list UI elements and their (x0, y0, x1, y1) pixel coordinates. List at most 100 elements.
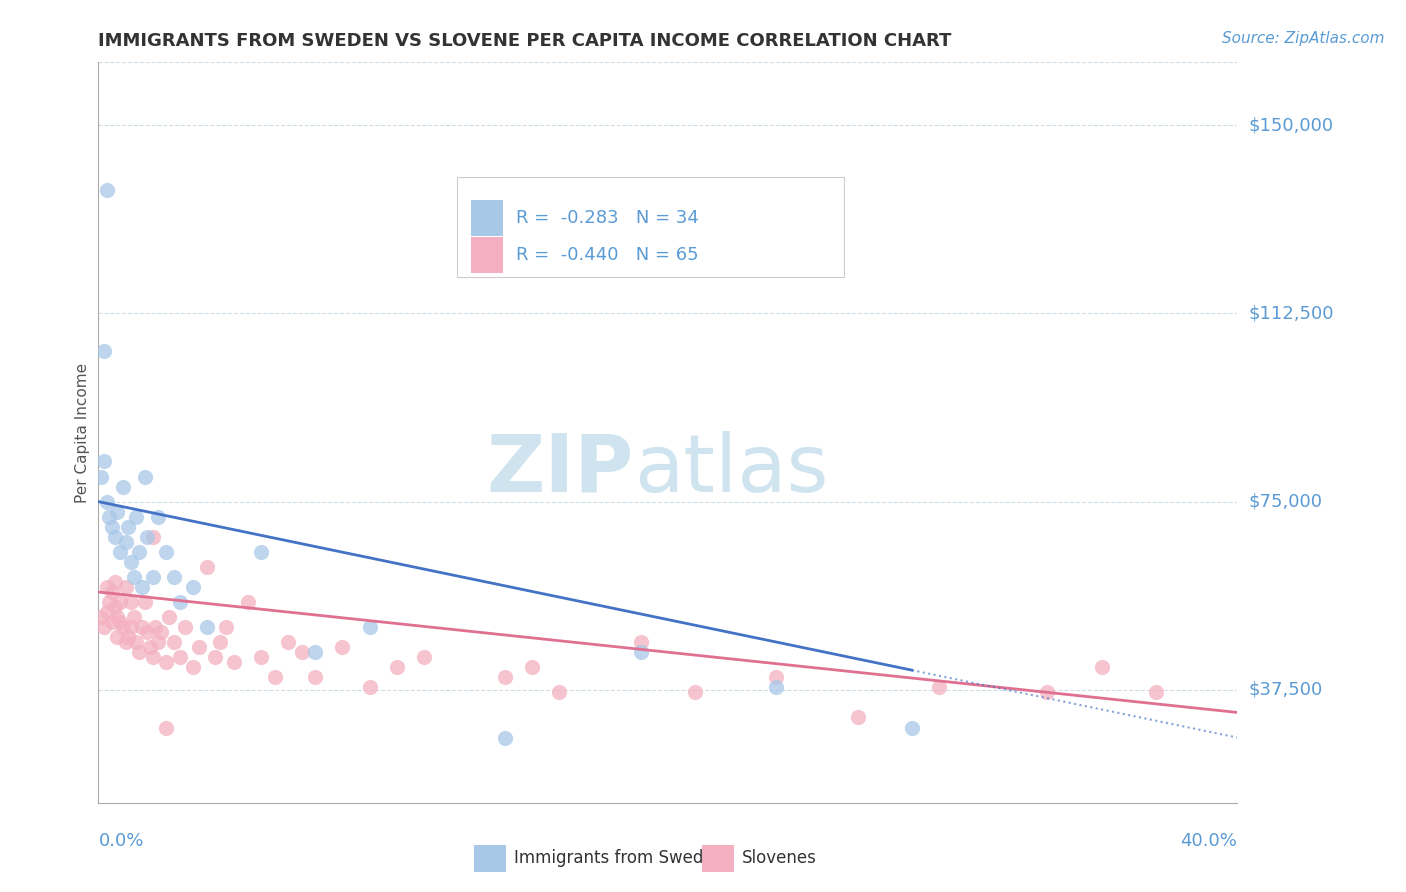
Point (263, 670, 285, 684)
Y-axis label: Per Capita Income: Per Capita Income (75, 362, 90, 503)
Point (96, 605, 118, 619)
Point (142, 530, 165, 544)
Text: $75,000: $75,000 (1249, 492, 1323, 510)
Point (1036, 685, 1059, 699)
Point (209, 635, 232, 649)
Point (136, 625, 159, 640)
Point (93, 620, 115, 634)
Text: IMMIGRANTS FROM SWEDEN VS SLOVENE PER CAPITA INCOME CORRELATION CHART: IMMIGRANTS FROM SWEDEN VS SLOVENE PER CA… (98, 32, 952, 50)
Point (494, 731, 516, 745)
Text: Slovenes: Slovenes (742, 849, 817, 867)
Text: R =  -0.440   N = 65: R = -0.440 N = 65 (516, 246, 699, 264)
Point (96, 580, 118, 594)
Text: R =  -0.283   N = 34: R = -0.283 N = 34 (516, 209, 699, 227)
Point (104, 530, 127, 544)
Point (250, 545, 273, 559)
Point (494, 670, 516, 684)
Bar (702, 845, 734, 871)
Point (146, 635, 169, 649)
Point (163, 635, 186, 649)
Point (169, 650, 191, 665)
Point (155, 655, 177, 669)
Point (117, 630, 139, 644)
Point (104, 600, 127, 615)
FancyBboxPatch shape (457, 178, 845, 277)
Point (683, 685, 706, 699)
Point (142, 650, 165, 665)
Point (250, 650, 273, 665)
Point (204, 650, 226, 665)
Point (901, 721, 924, 735)
Point (107, 505, 129, 519)
Point (90, 610, 112, 624)
Point (101, 520, 124, 534)
Point (96, 494, 118, 508)
Point (187, 640, 209, 655)
Text: ZIP: ZIP (486, 431, 634, 508)
Point (304, 670, 326, 684)
Point (120, 555, 142, 569)
Point (522, 660, 544, 674)
Text: Source: ZipAtlas.com: Source: ZipAtlas.com (1222, 31, 1385, 46)
Point (174, 620, 197, 634)
Point (125, 509, 148, 524)
Point (359, 620, 381, 634)
Point (142, 570, 165, 584)
Point (291, 645, 314, 659)
Point (215, 620, 238, 634)
Point (630, 645, 652, 659)
Point (128, 545, 150, 559)
Point (846, 710, 869, 724)
Point (169, 595, 191, 609)
Point (114, 580, 136, 594)
Bar (474, 845, 506, 871)
Point (122, 610, 145, 624)
Point (93, 454, 115, 468)
Point (111, 479, 134, 493)
Point (108, 595, 131, 609)
Point (630, 635, 652, 649)
Point (108, 545, 131, 559)
Point (134, 469, 156, 483)
Point (195, 620, 218, 634)
Point (125, 635, 148, 649)
Point (385, 660, 408, 674)
Point (98, 509, 121, 524)
Point (183, 660, 205, 674)
Text: 0.0%: 0.0% (98, 832, 143, 850)
Point (131, 620, 153, 634)
Point (96, 183, 118, 197)
Point (90, 469, 112, 483)
Point (928, 681, 950, 695)
Point (128, 645, 150, 659)
Text: Immigrants from Sweden: Immigrants from Sweden (515, 849, 724, 867)
Point (98, 595, 121, 609)
Point (93, 344, 115, 359)
Bar (471, 200, 503, 235)
Point (163, 570, 186, 584)
Point (139, 640, 162, 655)
Text: atlas: atlas (634, 431, 828, 508)
Point (157, 610, 180, 624)
Point (107, 630, 129, 644)
Text: $37,500: $37,500 (1249, 681, 1323, 698)
Point (195, 560, 218, 574)
Point (1091, 660, 1114, 674)
Point (149, 625, 172, 640)
Bar (471, 237, 503, 273)
Point (136, 530, 159, 544)
Point (1144, 685, 1167, 699)
Point (108, 615, 131, 629)
Point (134, 595, 156, 609)
Point (183, 580, 205, 594)
Point (146, 509, 169, 524)
Point (765, 681, 787, 695)
Point (332, 640, 354, 655)
Point (155, 545, 177, 559)
Text: 40.0%: 40.0% (1181, 832, 1237, 850)
Point (412, 650, 434, 665)
Point (114, 534, 136, 549)
Point (359, 681, 381, 695)
Point (236, 595, 259, 609)
Text: $112,500: $112,500 (1249, 304, 1334, 322)
